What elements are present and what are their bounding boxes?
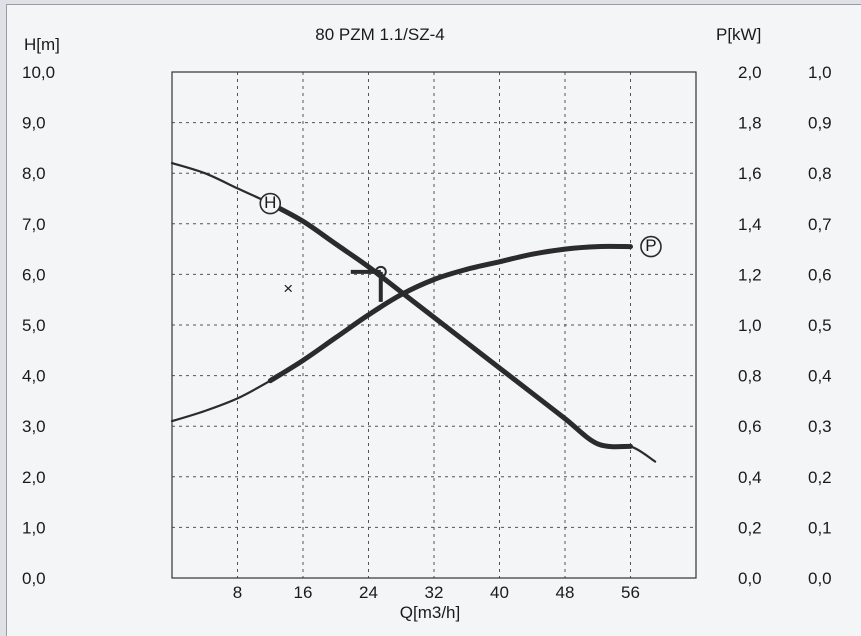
annotation-cross-mark: × xyxy=(283,279,293,298)
left-axis-label: H[m] xyxy=(24,35,60,54)
tick-labels: 8 16 24 32 40 48 56 0,0 0,0 0,0 1,0 0,2 0,1 2,0 0,4 0,2… xyxy=(22,63,832,602)
right-tick-label-power: 2,0 xyxy=(738,63,762,82)
x-tick-label: 56 xyxy=(621,583,640,602)
x-tick-label: 40 xyxy=(490,583,509,602)
curve-p-working-range xyxy=(267,243,633,384)
operating-point xyxy=(374,265,387,278)
x-axis-label: Q[m3/h] xyxy=(400,603,460,622)
x-tick-label: 48 xyxy=(556,583,575,602)
right-tick-label-power: 1,0 xyxy=(738,316,762,335)
right-tick-label-secondary: 0,7 xyxy=(808,215,832,234)
x-tick-label: 16 xyxy=(294,583,313,602)
left-tick-label: 7,0 xyxy=(22,215,46,234)
right-tick-label-power: 0,8 xyxy=(738,367,762,386)
right-tick-label-secondary: 0,9 xyxy=(808,114,832,133)
right-tick-label-power: 1,8 xyxy=(738,114,762,133)
x-tick-label: 32 xyxy=(425,583,444,602)
right-tick-label-secondary: 0,3 xyxy=(808,417,832,436)
right-tick-label-secondary: 0,8 xyxy=(808,164,832,183)
chart-title: 80 PZM 1.1/SZ-4 xyxy=(315,25,444,44)
right-tick-label-power: 0,4 xyxy=(738,468,762,487)
right-tick-label-secondary: 0,4 xyxy=(808,367,832,386)
left-tick-label: 5,0 xyxy=(22,316,46,335)
curve-p xyxy=(170,245,632,423)
right-tick-label-power: 0,6 xyxy=(738,417,762,436)
curve-label-circle xyxy=(259,192,282,215)
right-tick-label-secondary: 0,1 xyxy=(808,518,832,537)
curve-label-p: P xyxy=(645,236,656,255)
right-tick-label-power: 0,2 xyxy=(738,518,762,537)
grid xyxy=(171,71,697,579)
left-tick-label: 1,0 xyxy=(22,518,46,537)
left-tick-label: 9,0 xyxy=(22,114,46,133)
curve-h xyxy=(170,162,657,463)
x-tick-label: 24 xyxy=(359,583,378,602)
left-tick-label: 6,0 xyxy=(22,265,46,284)
left-tick-label: 0,0 xyxy=(22,569,46,588)
right-tick-label-secondary: 0,5 xyxy=(808,316,832,335)
right-tick-label-secondary: 0,2 xyxy=(808,468,832,487)
curves: H P × xyxy=(170,162,662,463)
left-tick-label: 4,0 xyxy=(22,367,46,386)
plot-frame xyxy=(171,71,697,579)
left-tick-label: 8,0 xyxy=(22,164,46,183)
right-tick-label-power: 1,2 xyxy=(738,265,762,284)
curve-label-h: H xyxy=(264,193,276,212)
left-tick-label: 3,0 xyxy=(22,417,46,436)
right-tick-label-secondary: 0,0 xyxy=(808,569,832,588)
left-tick-label: 10,0 xyxy=(22,63,55,82)
curve-h-working-range xyxy=(267,201,633,450)
right-tick-label-power: 0,0 xyxy=(738,569,762,588)
right-tick-label-secondary: 1,0 xyxy=(808,63,832,82)
left-tick-label: 2,0 xyxy=(22,468,46,487)
x-tick-label: 8 xyxy=(233,583,242,602)
curve-label-circle xyxy=(640,235,662,258)
right-axis-label: P[kW] xyxy=(716,25,761,44)
right-tick-label-power: 1,4 xyxy=(738,215,762,234)
right-tick-label-power: 1,6 xyxy=(738,164,762,183)
right-tick-label-secondary: 0,6 xyxy=(808,265,832,284)
